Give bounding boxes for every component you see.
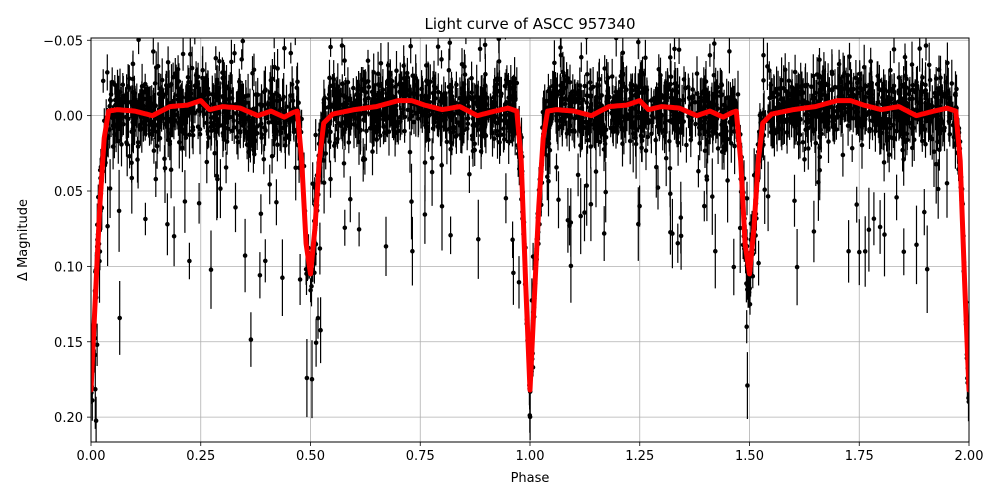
y-tick-label: 0.10: [54, 260, 83, 275]
model-line: [91, 98, 969, 393]
x-tick-label: 1.75: [845, 449, 874, 464]
x-tick-label: 1.50: [735, 449, 764, 464]
y-tick-label: 0.00: [54, 110, 83, 125]
y-tick-label: 0.15: [54, 336, 83, 351]
y-axis-label: Δ Magnitude: [16, 199, 31, 281]
x-tick-label: 1.25: [625, 449, 654, 464]
x-tick-label: 0.50: [296, 449, 325, 464]
y-tick-label: 0.20: [54, 411, 83, 426]
x-tick-label: 2.00: [955, 449, 984, 464]
y-tick-label: 0.05: [54, 185, 83, 200]
x-tick-label: 1.00: [516, 449, 545, 464]
y-tick-label: −0.05: [43, 34, 83, 49]
y-axis-ticks: −0.05 0.00 0.05 0.10 0.15 0.20: [43, 34, 91, 426]
x-tick-label: 0.25: [186, 449, 215, 464]
x-axis-label: Phase: [511, 471, 550, 486]
model-curve: [91, 98, 969, 393]
chart-title: Light curve of ASCC 957340: [425, 15, 636, 33]
x-tick-label: 0.00: [77, 449, 106, 464]
plot-area: [90, 37, 970, 443]
x-tick-label: 0.75: [406, 449, 435, 464]
x-axis-ticks: 0.00 0.25 0.50 0.75 1.00 1.25 1.50 1.75 2.00: [77, 442, 984, 464]
